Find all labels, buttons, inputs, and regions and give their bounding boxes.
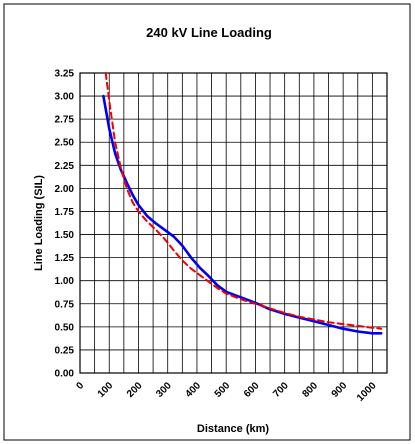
y-tick-label: 0.75 — [55, 299, 75, 310]
y-tick-label: 1.00 — [55, 276, 75, 287]
y-tick-label: 3.00 — [55, 92, 75, 103]
chart-title: 240 kV Line Loading — [146, 25, 272, 40]
y-tick-label: 0.00 — [55, 369, 75, 380]
y-tick-label: 2.50 — [55, 138, 75, 149]
series-line-dashed — [104, 72, 383, 330]
y-axis-label: Line Loading (SIL) — [33, 175, 45, 271]
y-tick-label: 3.25 — [55, 69, 75, 80]
y-tick-label: 2.75 — [55, 115, 75, 126]
grid-lines — [80, 72, 387, 374]
y-tick-label: 1.50 — [55, 230, 75, 241]
y-tick-label: 1.75 — [55, 207, 75, 218]
x-axis-label: Distance (km) — [197, 423, 269, 435]
y-tick-label: 0.25 — [55, 345, 75, 356]
y-tick-label: 2.00 — [55, 184, 75, 195]
y-tick-label: 1.25 — [55, 253, 75, 264]
data-series — [102, 72, 383, 335]
chart-frame — [3, 3, 411, 441]
series-line-solid — [102, 94, 383, 335]
y-tick-labels: 0.00 0.25 0.50 0.75 1.00 1.25 1.50 1.75 2.00 2.25… — [55, 69, 75, 380]
y-tick-label: 0.50 — [55, 322, 75, 333]
y-tick-label: 2.25 — [55, 161, 75, 172]
